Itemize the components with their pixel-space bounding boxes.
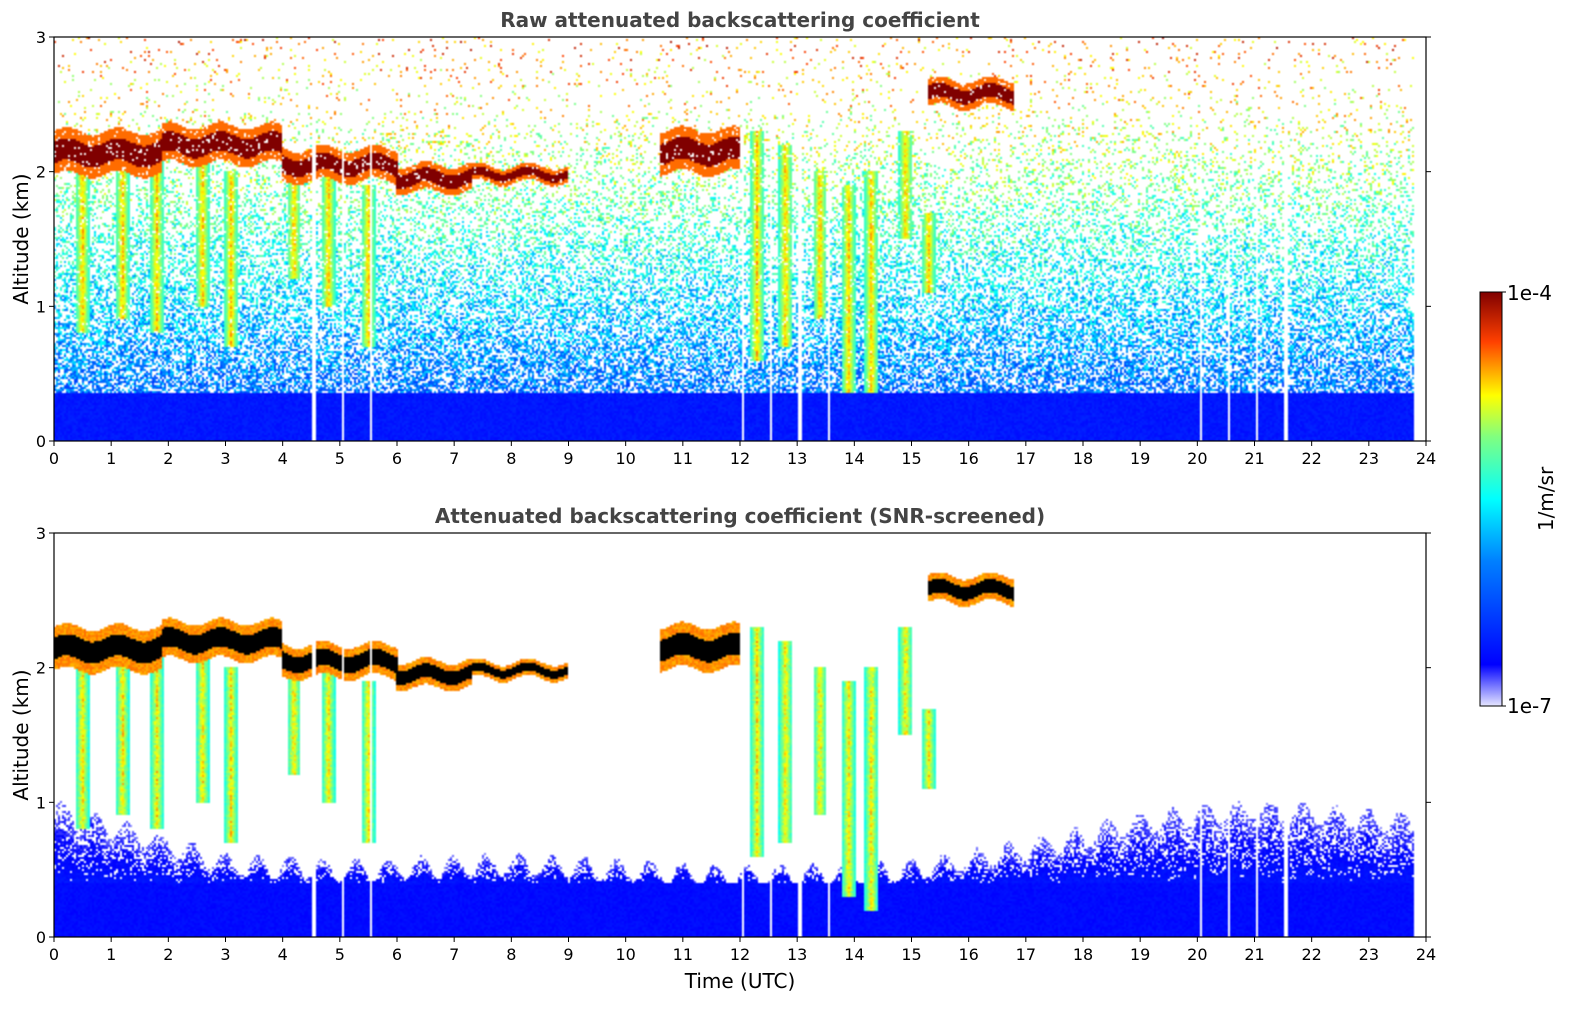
x-tick-label: 5 [335,945,345,964]
x-tick-label: 20 [1187,945,1207,964]
x-tick-label: 8 [506,945,516,964]
raw-ylabel: Altitude (km) [9,173,33,304]
x-tick-label: 2 [163,945,173,964]
colorbar: 1e-4 1e-7 1/m/sr [1479,281,1558,718]
x-tick-label: 0 [49,945,59,964]
x-tick-label: 22 [1301,449,1321,468]
x-tick-label: 0 [49,449,59,468]
x-tick-label: 11 [673,449,693,468]
x-tick-label: 17 [1016,449,1036,468]
x-tick-label: 16 [958,449,978,468]
screened-xlabel: Time (UTC) [684,969,796,993]
screened-panel: Attenuated backscattering coefficient (S… [9,504,1436,993]
x-tick-label: 11 [673,945,693,964]
x-tick-label: 5 [335,449,345,468]
y-tick-label: 1 [36,297,46,316]
x-tick-label: 8 [506,449,516,468]
y-tick-label: 0 [36,432,46,451]
screened-axis-ticks: 0 1 2 3 4 5 6 7 8 9 10 11 12 13 14 15 16 17 18 19 20 21 22 23 24… [36,524,1436,964]
x-tick-label: 21 [1244,945,1264,964]
colorbar-gradient [1479,291,1503,707]
x-tick-label: 1 [106,449,116,468]
x-tick-label: 4 [278,449,288,468]
x-tick-label: 24 [1416,449,1436,468]
x-tick-label: 22 [1301,945,1321,964]
y-tick-label: 1 [36,793,46,812]
raw-heatmap [54,37,1426,441]
colorbar-min-label: 1e-7 [1507,694,1552,718]
x-tick-label: 13 [787,945,807,964]
x-tick-label: 10 [615,945,635,964]
x-tick-label: 19 [1130,449,1150,468]
screened-ylabel: Altitude (km) [9,669,33,800]
y-tick-label: 3 [36,524,46,543]
y-tick-label: 3 [36,28,46,47]
x-tick-label: 20 [1187,449,1207,468]
x-tick-label: 12 [730,945,750,964]
raw-panel: Raw attenuated backscattering coefficien… [9,8,1436,468]
x-tick-label: 7 [449,945,459,964]
x-tick-label: 6 [392,945,402,964]
colorbar-label: 1/m/sr [1534,466,1558,531]
x-tick-label: 14 [844,449,864,468]
x-tick-label: 3 [220,449,230,468]
x-tick-label: 1 [106,945,116,964]
x-tick-label: 18 [1073,945,1093,964]
x-tick-label: 13 [787,449,807,468]
x-tick-label: 3 [220,945,230,964]
x-tick-label: 15 [901,449,921,468]
y-tick-label: 0 [36,928,46,947]
x-tick-label: 17 [1016,945,1036,964]
raw-axis-ticks: 0 1 2 3 4 5 6 7 8 9 10 11 12 13 14 15 16 17 18 19 20 21 22 23 24… [36,28,1436,468]
x-tick-label: 16 [958,945,978,964]
x-tick-label: 9 [563,945,573,964]
x-tick-label: 4 [278,945,288,964]
x-tick-label: 19 [1130,945,1150,964]
x-tick-label: 23 [1359,945,1379,964]
screened-heatmap [54,533,1426,937]
x-tick-label: 2 [163,449,173,468]
x-tick-label: 12 [730,449,750,468]
y-tick-label: 2 [36,163,46,182]
x-tick-label: 7 [449,449,459,468]
x-tick-label: 18 [1073,449,1093,468]
x-tick-label: 9 [563,449,573,468]
screened-panel-title: Attenuated backscattering coefficient (S… [435,504,1045,528]
x-tick-label: 23 [1359,449,1379,468]
x-tick-label: 15 [901,945,921,964]
x-tick-label: 24 [1416,945,1436,964]
raw-panel-title: Raw attenuated backscattering coefficien… [500,8,980,32]
colorbar-max-label: 1e-4 [1507,281,1552,305]
x-tick-label: 6 [392,449,402,468]
x-tick-label: 21 [1244,449,1264,468]
y-tick-label: 2 [36,659,46,678]
x-tick-label: 10 [615,449,635,468]
x-tick-label: 14 [844,945,864,964]
